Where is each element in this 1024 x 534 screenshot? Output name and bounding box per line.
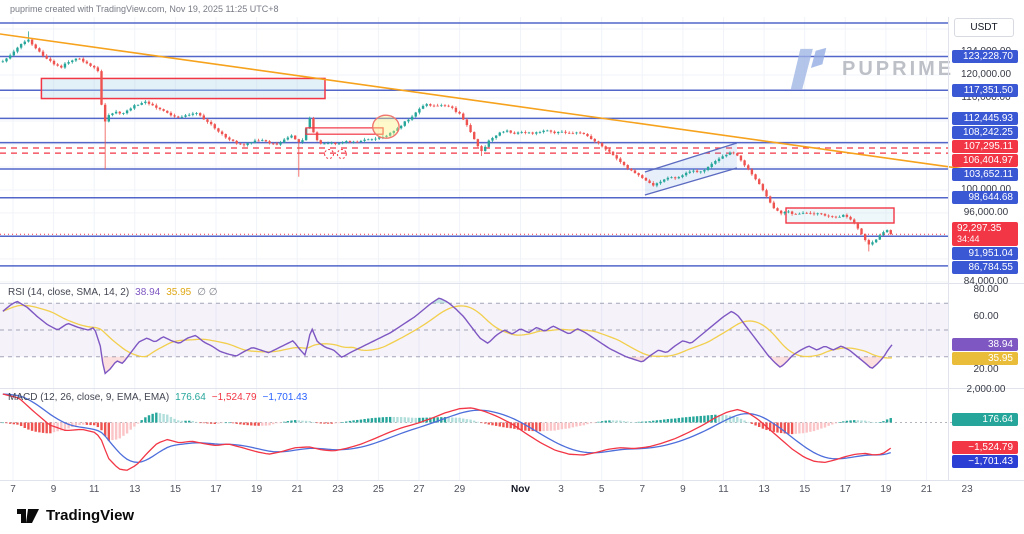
axis-scale-label: 60.00 — [973, 310, 999, 322]
macd-line — [2, 393, 892, 471]
chart-canvas[interactable] — [0, 0, 1024, 500]
brand-watermark: PUPRIME — [786, 46, 954, 92]
axis-scale-label: 20.00 — [973, 364, 999, 376]
anchor-circle[interactable] — [336, 149, 347, 160]
tradingview-logo[interactable]: TradingView — [16, 507, 134, 524]
time-axis-label: 11 — [718, 484, 729, 495]
axis-scale-label: 96,000.00 — [963, 206, 1009, 218]
rsi-value-badge: 35.95 — [952, 352, 1018, 366]
time-axis-label: 9 — [50, 484, 57, 495]
consolidation-box[interactable] — [785, 207, 895, 224]
overlay-drawings — [0, 33, 1016, 235]
time-axis-label: 11 — [88, 484, 100, 495]
time-axis-label: 13 — [129, 484, 141, 495]
descending-trendline[interactable] — [0, 33, 1016, 177]
tradingview-logo-icon — [17, 508, 39, 523]
indicator-guides — [0, 302, 1008, 424]
axis-scale-label: 116,000.00 — [961, 91, 1011, 103]
time-axis-label: 3 — [558, 484, 564, 495]
panel-separator — [0, 480, 1024, 481]
time-axis-label: 23 — [332, 484, 344, 495]
zone-drawings — [40, 77, 895, 224]
time-axis-label: 7 — [639, 484, 646, 495]
macd-value-badge: −1,524.79 — [952, 440, 1018, 454]
axis-scale-label: 84,000.00 — [963, 275, 1009, 287]
rsi-value-badge: 38.94 — [952, 338, 1018, 352]
channel-upper-line[interactable] — [644, 142, 738, 173]
macd-hist-value: 176.64 — [175, 392, 206, 403]
watermark-text: PUPRIME — [842, 57, 955, 80]
axis-scale-label: 100,000.00 — [960, 183, 1012, 195]
macd-line-value: −1,524.79 — [211, 392, 257, 403]
axis-scale-label: 80.00 — [973, 283, 999, 295]
time-axis-label: 17 — [839, 484, 851, 495]
price-level-badge: 106,404.97 — [952, 153, 1018, 167]
time-axis-label: 27 — [413, 484, 425, 495]
time-axis-label: 23 — [961, 484, 973, 495]
time-axis-label: 21 — [291, 484, 303, 495]
price-level-badge: 91,951.04 — [952, 247, 1018, 261]
rsi-legend-title: RSI (14, close, SMA, 14, 2) — [8, 287, 130, 298]
rsi-plot — [2, 297, 893, 375]
tradingview-logo-text: TradingView — [46, 507, 135, 524]
price-level-badge: 112,445.93 — [952, 111, 1018, 125]
axis-scale-label: 2,000.00 — [966, 383, 1006, 395]
macd-legend[interactable]: MACD (12, 26, close, 9, EMA, EMA) 176.64… — [8, 392, 307, 403]
panel-separator[interactable] — [0, 283, 1024, 284]
candlestick-layer — [1, 31, 892, 252]
rsi-ma-value: 35.95 — [166, 287, 192, 298]
anchor-circle[interactable] — [324, 149, 335, 160]
ascending-channel-fill[interactable] — [644, 142, 737, 195]
price-scale-separator — [948, 17, 949, 480]
price-level-badge: 103,652.11 — [952, 167, 1018, 181]
time-axis-label: 15 — [799, 484, 811, 495]
currency-unit-button[interactable]: USDT — [954, 18, 1014, 37]
rsi-ma-line — [2, 304, 893, 359]
rsi-extra-values: ∅ ∅ — [197, 287, 218, 298]
axis-scale-label: 120,000.00 — [960, 69, 1012, 80]
highlight-circle[interactable] — [372, 114, 400, 139]
current-price-badge: 92,297.35 34:44 — [952, 222, 1018, 247]
macd-plot — [1, 393, 892, 471]
puprime-logo-icon — [790, 47, 827, 90]
price-level-badge: 123,228.70 — [952, 49, 1018, 63]
chart-credit: puprime created with TradingView.com, No… — [10, 4, 279, 14]
price-level-badge: 98,644.68 — [952, 191, 1018, 205]
time-axis-label: 13 — [758, 484, 770, 495]
time-axis-label: 25 — [372, 484, 384, 495]
price-level-badge: 108,242.25 — [952, 125, 1018, 139]
macd-legend-title: MACD (12, 26, close, 9, EMA, EMA) — [8, 392, 170, 403]
time-axis-label: 9 — [680, 484, 686, 495]
bar-countdown: 34:44 — [957, 234, 980, 245]
macd-signal-value: −1,701.43 — [262, 392, 308, 403]
supply-zone-box[interactable] — [40, 77, 326, 100]
current-price-value: 92,297.35 — [957, 223, 1002, 235]
rsi-legend[interactable]: RSI (14, close, SMA, 14, 2) 38.94 35.95 … — [8, 287, 217, 298]
time-axis-label: 15 — [169, 484, 181, 495]
time-axis-label: 19 — [880, 484, 892, 495]
rsi-value: 38.94 — [135, 287, 161, 298]
rsi-line — [2, 297, 893, 375]
macd-signal-line — [2, 393, 891, 463]
price-level-badge: 117,351.50 — [952, 83, 1018, 97]
time-axis-label: 21 — [920, 484, 933, 495]
time-axis-label: 17 — [210, 484, 222, 495]
time-axis-label: 7 — [10, 484, 16, 495]
macd-value-badge: 176.64 — [952, 413, 1018, 427]
time-axis-label: 29 — [454, 484, 466, 495]
price-level-badge: 107,295.11 — [952, 139, 1018, 153]
price-level-badge: 86,784.55 — [952, 261, 1018, 275]
panel-separator[interactable] — [0, 388, 1024, 389]
time-axis-label: 19 — [251, 484, 263, 495]
level-lines — [0, 22, 948, 267]
channel-lower-line[interactable] — [644, 167, 738, 196]
time-axis-label: Nov — [511, 484, 530, 495]
entry-zone-box[interactable] — [305, 127, 384, 135]
time-axis-label: 5 — [598, 484, 605, 495]
macd-value-badge: −1,701.43 — [952, 454, 1018, 468]
